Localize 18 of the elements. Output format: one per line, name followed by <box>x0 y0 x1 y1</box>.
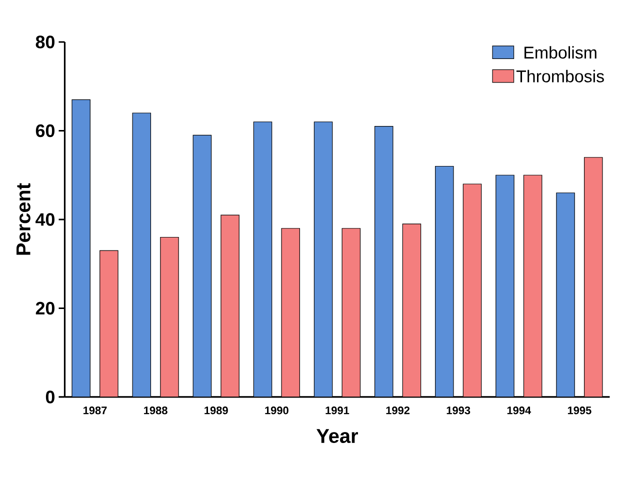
legend-label: Embolism <box>524 46 596 59</box>
y-axis-title: Percent <box>16 183 30 255</box>
y-tick-label: 0 <box>46 390 54 404</box>
y-tick-label: 60 <box>36 124 54 138</box>
x-tick-label: 1988 <box>144 406 168 414</box>
x-tick-label: 1989 <box>204 406 228 414</box>
x-tick-label: 1987 <box>84 406 107 414</box>
x-tick-label: 1990 <box>265 406 288 414</box>
x-tick-label: 1993 <box>446 406 470 414</box>
x-tick-label: 1994 <box>507 406 532 414</box>
x-axis-title: Year <box>316 429 358 444</box>
y-tick-label: 40 <box>36 213 54 226</box>
x-tick-label: 1992 <box>386 406 410 414</box>
x-tick-label: 1995 <box>568 406 592 414</box>
legend-label: Thrombosis <box>516 70 604 82</box>
x-tick-label: 1991 <box>326 406 350 414</box>
y-tick-label: 80 <box>36 36 54 48</box>
y-tick-label: 20 <box>36 302 54 315</box>
